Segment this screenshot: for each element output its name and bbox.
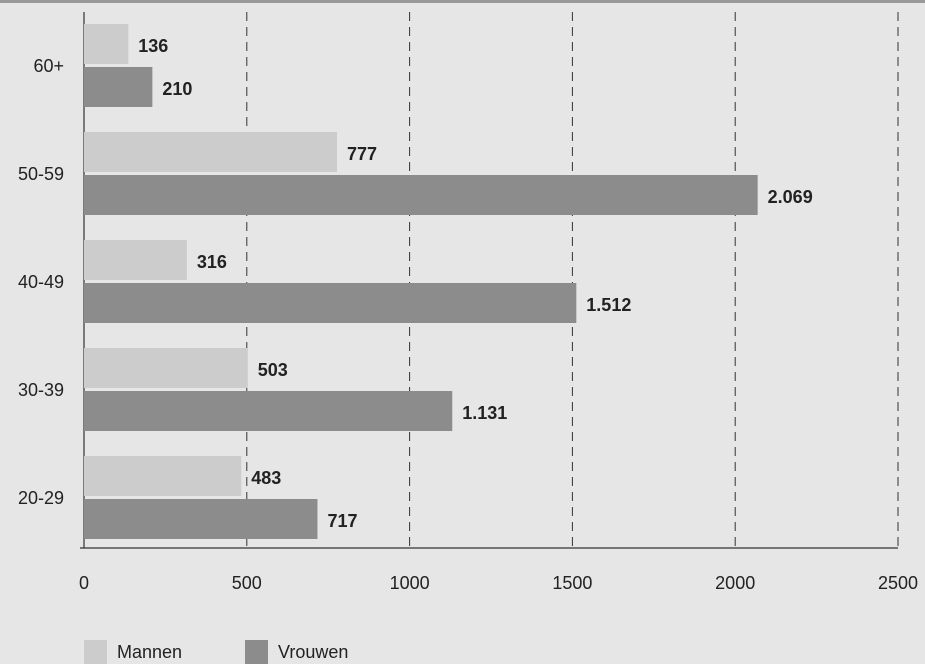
bar (84, 175, 758, 215)
x-tick-label: 1500 (552, 573, 592, 593)
value-label: 503 (258, 360, 288, 380)
bar (84, 283, 577, 323)
value-label: 483 (251, 468, 281, 488)
y-tick-label: 40-49 (18, 272, 64, 292)
legend-label: Vrouwen (278, 642, 348, 662)
value-label: 2.069 (768, 187, 813, 207)
value-label: 316 (197, 252, 227, 272)
value-label: 717 (327, 511, 357, 531)
bar (84, 132, 337, 172)
x-tick-label: 1000 (390, 573, 430, 593)
y-tick-label: 30-39 (18, 380, 64, 400)
bar (84, 456, 242, 496)
legend-swatch (245, 640, 268, 664)
y-tick-label: 20-29 (18, 488, 64, 508)
x-tick-label: 2000 (715, 573, 755, 593)
bar (84, 499, 318, 539)
y-tick-label: 60+ (33, 56, 64, 76)
bar (84, 391, 453, 431)
bar (84, 348, 248, 388)
bar (84, 67, 153, 107)
value-label: 136 (138, 36, 168, 56)
y-tick-label: 50-59 (18, 164, 64, 184)
x-tick-label: 0 (79, 573, 89, 593)
legend-swatch (84, 640, 107, 664)
x-tick-label: 500 (232, 573, 262, 593)
x-tick-label: 2500 (878, 573, 918, 593)
value-label: 777 (347, 144, 377, 164)
bar (84, 240, 187, 280)
value-label: 210 (162, 79, 192, 99)
value-label: 1.512 (586, 295, 631, 315)
bar (84, 24, 129, 64)
legend-label: Mannen (117, 642, 182, 662)
value-label: 1.131 (462, 403, 507, 423)
